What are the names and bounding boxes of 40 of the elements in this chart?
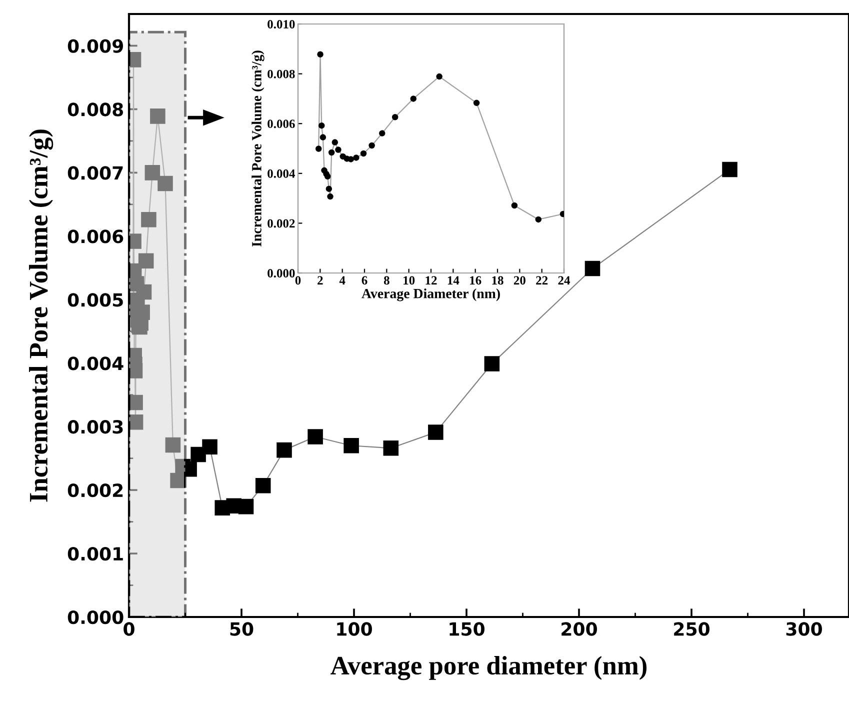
x-tick-label: 250 — [674, 622, 710, 636]
x-tick-label: 0 — [124, 622, 134, 636]
x-axis-title: Average pore diameter (nm) — [330, 656, 647, 680]
x-tick-label: 14 — [448, 276, 460, 284]
x-tick-label: 50 — [230, 622, 254, 636]
x-tick-label: 200 — [562, 622, 597, 636]
y-tick-label: 0.002 — [268, 219, 295, 228]
y-tick-label: 0.009 — [68, 39, 123, 53]
x-tick-label: 6 — [362, 276, 368, 285]
x-tick-label: 2 — [318, 276, 323, 284]
y-tick-label: 0.002 — [68, 484, 123, 498]
x-tick-label: 100 — [337, 622, 372, 636]
y-tick-label: 0.005 — [68, 293, 123, 307]
y-tick-label: 0.004 — [268, 169, 295, 178]
x-tick-label: 10 — [404, 276, 415, 285]
y-tick-label: 0.006 — [268, 120, 295, 128]
y-tick-label: 0.000 — [68, 610, 124, 624]
x-tick-label: 16 — [470, 276, 482, 285]
y-tick-label: 0.003 — [68, 420, 123, 434]
y-tick-label: 0.008 — [268, 70, 295, 78]
y-tick-label: 0.007 — [68, 166, 123, 180]
y-tick-label: 0.006 — [68, 230, 124, 244]
x-tick-label: 4 — [339, 276, 346, 284]
x-tick-label: 8 — [384, 276, 390, 285]
x-tick-label: 12 — [426, 276, 437, 284]
y-tick-label: 0.008 — [68, 102, 124, 116]
x-tick-label: 24 — [558, 276, 570, 284]
x-tick-label: 150 — [450, 622, 484, 636]
y-tick-label: 0.001 — [68, 546, 123, 561]
y-tick-label: 0.000 — [268, 269, 295, 278]
x-tick-label: 20 — [514, 276, 526, 285]
x-axis-title: Average Diameter (nm) — [362, 288, 500, 302]
x-tick-label: 300 — [786, 622, 822, 636]
y-tick-label: 0.010 — [268, 20, 295, 29]
y-axis-title: Incremental Pore Volume (cm³/g) — [29, 130, 54, 502]
x-tick-label: 22 — [536, 276, 548, 284]
x-tick-label: 18 — [492, 276, 504, 285]
y-axis-title: Incremental Pore Volume (cm³/g) — [252, 50, 264, 246]
y-tick-label: 0.004 — [68, 356, 124, 370]
x-tick-label: 0 — [295, 276, 301, 285]
